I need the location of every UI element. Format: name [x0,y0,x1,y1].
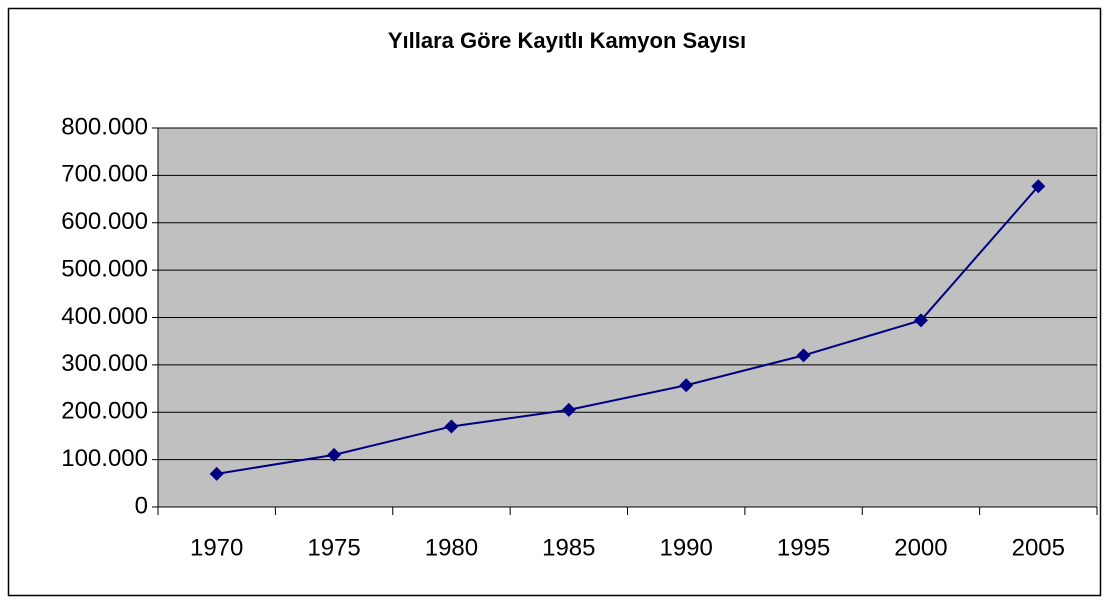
y-tick-label: 800.000 [61,113,148,140]
y-tick-label: 400.000 [61,303,148,330]
x-tick-label: 2000 [894,534,947,561]
data-point [444,419,459,434]
series-line [216,185,1040,475]
x-tick-label: 1980 [425,534,478,561]
y-tick-label: 500.000 [61,255,148,282]
x-tick-label: 1985 [542,534,595,561]
data-point [209,466,224,481]
data-point [327,447,342,462]
data-point [679,378,694,393]
x-tick-label: 1975 [307,534,360,561]
x-tick-label: 1970 [190,534,243,561]
data-point [561,402,576,417]
x-tick-label: 1990 [659,534,712,561]
y-tick-label: 600.000 [61,208,148,235]
y-tick-label: 700.000 [61,161,148,188]
data-point [796,348,811,363]
chart-title: Yıllara Göre Kayıtlı Kamyon Sayısı [388,28,746,53]
x-tick-label: 1995 [777,534,830,561]
y-tick-label: 100.000 [61,445,148,472]
y-tick-label: 200.000 [61,398,148,425]
x-tick-label: 2005 [1012,534,1065,561]
data-point [913,313,928,328]
data-point [1031,179,1046,194]
y-tick-label: 300.000 [61,350,148,377]
y-tick-label: 0 [135,492,148,519]
